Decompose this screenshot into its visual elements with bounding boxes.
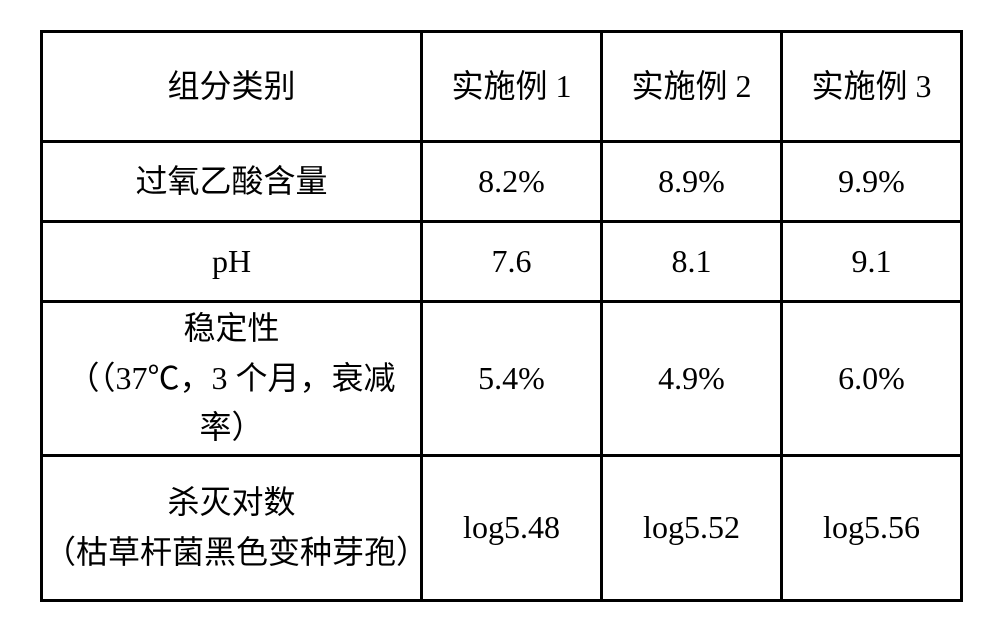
- row-label: pH: [42, 222, 422, 302]
- data-table: 组分类别 实施例 1 实施例 2 实施例 3 过氧乙酸含量 8.2% 8.9% …: [40, 30, 963, 602]
- cell-value: 5.4%: [422, 302, 602, 456]
- row-label: 过氧乙酸含量: [42, 142, 422, 222]
- cell-value: 8.2%: [422, 142, 602, 222]
- cell-value: 6.0%: [782, 302, 962, 456]
- cell-value: 8.1: [602, 222, 782, 302]
- table-row: 杀灭对数（枯草杆菌黑色变种芽孢） log5.48 log5.52 log5.56: [42, 455, 962, 600]
- cell-value: log5.52: [602, 455, 782, 600]
- cell-value: 9.9%: [782, 142, 962, 222]
- header-example-1: 实施例 1: [422, 32, 602, 142]
- cell-value: log5.48: [422, 455, 602, 600]
- table-row: 过氧乙酸含量 8.2% 8.9% 9.9%: [42, 142, 962, 222]
- header-example-2: 实施例 2: [602, 32, 782, 142]
- cell-value: log5.56: [782, 455, 962, 600]
- table-container: 组分类别 实施例 1 实施例 2 实施例 3 过氧乙酸含量 8.2% 8.9% …: [0, 0, 1000, 632]
- row-label: 杀灭对数（枯草杆菌黑色变种芽孢）: [42, 455, 422, 600]
- table-row: pH 7.6 8.1 9.1: [42, 222, 962, 302]
- cell-value: 7.6: [422, 222, 602, 302]
- table-row: 稳定性（（37℃，3 个月，衰减率） 5.4% 4.9% 6.0%: [42, 302, 962, 456]
- header-example-3: 实施例 3: [782, 32, 962, 142]
- cell-value: 8.9%: [602, 142, 782, 222]
- table-header-row: 组分类别 实施例 1 实施例 2 实施例 3: [42, 32, 962, 142]
- cell-value: 4.9%: [602, 302, 782, 456]
- header-category: 组分类别: [42, 32, 422, 142]
- row-label: 稳定性（（37℃，3 个月，衰减率）: [42, 302, 422, 456]
- cell-value: 9.1: [782, 222, 962, 302]
